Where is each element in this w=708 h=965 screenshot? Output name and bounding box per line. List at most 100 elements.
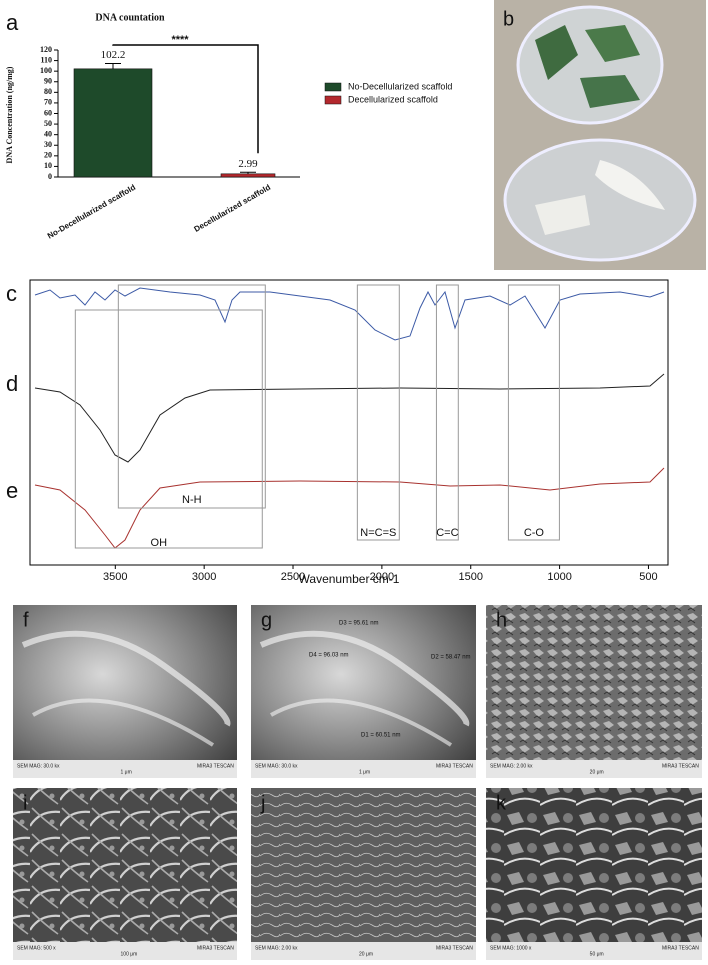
dish xyxy=(503,138,697,262)
sem-info-bar xyxy=(13,942,237,960)
sem-scale: 20 μm xyxy=(359,951,373,957)
sem-mag: SEM MAG: 500 x xyxy=(17,945,56,951)
trace-d xyxy=(34,373,665,463)
sem-info-bar xyxy=(251,942,476,960)
scaffold xyxy=(535,195,590,235)
sem-image xyxy=(251,788,476,960)
sem-scale: 20 μm xyxy=(590,769,604,775)
band-box xyxy=(356,284,400,541)
measurement: D4 = 96.03 nm xyxy=(309,653,349,659)
sem-mag: SEM MAG: 2.00 kx xyxy=(490,763,533,769)
trace-c xyxy=(34,287,665,341)
sem-fold xyxy=(32,698,215,747)
measurement: D1 = 60.51 nm xyxy=(361,733,401,739)
band-box xyxy=(74,309,263,549)
sem-info-bar xyxy=(486,942,702,960)
plot-frame xyxy=(29,279,669,566)
panel-label: g xyxy=(261,609,272,631)
sem-brand: MIRA3 TESCAN xyxy=(197,763,234,769)
band-label: N-H xyxy=(182,494,202,506)
trace-label: d xyxy=(6,371,18,396)
sem-image xyxy=(13,788,237,960)
y-tick-label: 90 xyxy=(44,77,52,86)
band-label: OH xyxy=(151,537,168,549)
significance-label: **** xyxy=(171,34,189,46)
sem-scale: 1 μm xyxy=(121,769,132,775)
chart-title: DNA countation xyxy=(95,12,165,23)
x-tick-label: 2000 xyxy=(370,571,394,583)
measurement: D3 = 95.61 nm xyxy=(339,621,379,627)
x-tick-label: 500 xyxy=(639,571,657,583)
sem-image xyxy=(251,605,476,778)
legend-swatch xyxy=(324,82,342,92)
sem-mag: SEM MAG: 30.0 kx xyxy=(255,763,298,769)
legend-label: No-Decellularized scaffold xyxy=(348,81,452,91)
bar xyxy=(220,173,276,178)
sem-mag: SEM MAG: 30.0 kx xyxy=(17,763,60,769)
sem-info-bar xyxy=(251,760,476,778)
legend-swatch xyxy=(324,95,342,105)
sem-info-bar xyxy=(13,760,237,778)
y-tick-label: 10 xyxy=(44,161,52,170)
y-tick-label: 30 xyxy=(44,140,52,149)
sem-brand: MIRA3 TESCAN xyxy=(662,945,699,951)
leaf xyxy=(580,75,640,108)
y-tick-label: 80 xyxy=(44,87,52,96)
sem-brand: MIRA3 TESCAN xyxy=(436,945,473,951)
x-tick-label: Decellularized scaffold xyxy=(192,183,272,234)
leaf xyxy=(585,25,640,62)
x-tick-label: 3500 xyxy=(103,571,127,583)
y-axis-label: DNA Concentration (ng/mg) xyxy=(5,66,14,163)
x-tick-label: 1500 xyxy=(458,571,482,583)
x-tick-label: No-Decellularized scaffold xyxy=(46,183,137,241)
band-box xyxy=(507,284,560,541)
sem-fold xyxy=(21,630,231,727)
sem-mag: SEM MAG: 2.00 kx xyxy=(255,945,298,951)
significance-bracket xyxy=(112,44,259,154)
y-tick-label: 120 xyxy=(40,45,52,54)
band-label: N=C=S xyxy=(360,527,396,539)
panel-label: j xyxy=(260,792,265,814)
data-label: 102.2 xyxy=(101,49,126,61)
y-tick-label: 0 xyxy=(48,172,52,181)
sem-image xyxy=(13,605,237,778)
scaffold xyxy=(595,160,665,210)
photo-panel: b xyxy=(494,0,706,270)
sem-fold xyxy=(270,698,453,747)
legend-label: Decellularized scaffold xyxy=(348,94,438,104)
sem-image xyxy=(486,605,702,778)
y-tick-label: 50 xyxy=(44,119,52,128)
panel-label: i xyxy=(23,792,27,814)
leaf xyxy=(535,25,578,80)
x-tick-label: 3000 xyxy=(192,571,216,583)
band-label: C-O xyxy=(524,527,545,539)
sem-fold xyxy=(259,630,470,727)
sem-info-bar xyxy=(486,760,702,778)
x-tick-label: 2500 xyxy=(281,571,305,583)
band-box xyxy=(117,284,266,509)
sem-mag: SEM MAG: 1000 x xyxy=(490,945,532,951)
y-tick-label: 110 xyxy=(40,55,52,64)
band-box xyxy=(435,284,459,541)
sem-brand: MIRA3 TESCAN xyxy=(662,763,699,769)
y-tick-label: 70 xyxy=(44,98,52,107)
y-tick-label: 60 xyxy=(44,108,52,117)
sem-scale: 50 μm xyxy=(590,951,604,957)
panel-label: k xyxy=(496,792,507,814)
y-tick-label: 20 xyxy=(44,151,52,160)
band-label: C=C xyxy=(436,527,458,539)
y-tick-label: 100 xyxy=(40,66,52,75)
bar-panel: a DNA countation DNA Concentration (ng/m… xyxy=(5,10,453,241)
sem-scale: 100 μm xyxy=(121,951,138,957)
panel-label: b xyxy=(503,8,514,30)
sem-brand: MIRA3 TESCAN xyxy=(197,945,234,951)
spectrum-panel: Wavenumber cm-1 3500 3000 2500 2000 1500 1000… xyxy=(6,279,669,586)
bar xyxy=(73,68,153,178)
trace-label: e xyxy=(6,478,18,503)
panel-label: f xyxy=(23,609,29,631)
x-tick-label: 1000 xyxy=(547,571,571,583)
y-tick-label: 40 xyxy=(44,129,52,138)
data-label: 2.99 xyxy=(238,158,258,170)
measurement: D2 = 58.47 nm xyxy=(431,655,471,661)
